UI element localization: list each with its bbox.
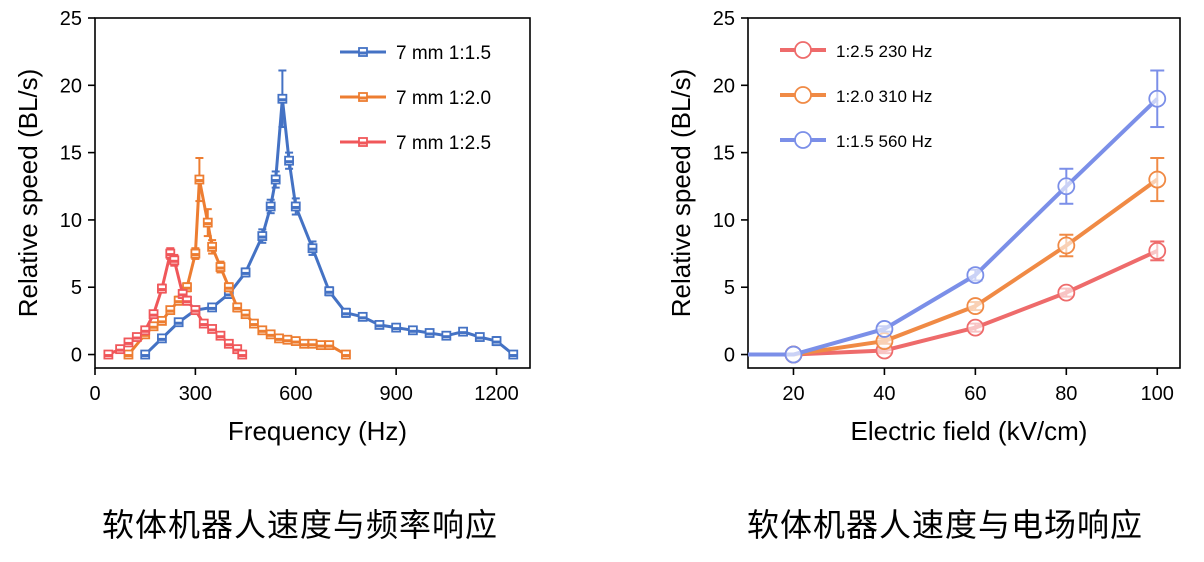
legend-label: 1:1.5 560 Hz — [836, 132, 932, 151]
y-tick-label: 25 — [713, 8, 735, 30]
y-axis-label: Relative speed (BL/s) — [666, 69, 696, 318]
series-1-2-5-230-hz — [748, 240, 1167, 364]
y-tick-label: 10 — [713, 210, 735, 232]
data-point — [1057, 177, 1076, 196]
legend-entry: 1:2.5 230 Hz — [780, 41, 932, 61]
x-tick-label: 60 — [964, 383, 986, 405]
y-tick-label: 5 — [724, 277, 735, 299]
x-tick-label: 80 — [1055, 383, 1077, 405]
legend-entry: 7 mm 1:2.0 — [340, 88, 491, 109]
legend-label: 1:2.0 310 Hz — [836, 87, 932, 106]
series-line — [748, 177, 1159, 357]
y-tick-label: 0 — [71, 345, 82, 367]
legend-entry: 7 mm 1:2.5 — [340, 133, 491, 154]
caption-left: 软体机器人速度与频率响应 — [101, 506, 498, 544]
y-tick-label: 0 — [724, 345, 735, 367]
series-7-mm-1-2-5 — [103, 247, 248, 360]
x-tick-label: 40 — [873, 383, 895, 405]
data-point — [1148, 89, 1167, 108]
legend-marker — [794, 86, 812, 104]
data-point — [966, 266, 985, 285]
x-tick-label: 1200 — [474, 383, 519, 405]
y-tick-label: 5 — [71, 277, 82, 299]
series-7-mm-1-2-0 — [123, 157, 351, 360]
data-point — [784, 345, 803, 364]
chart-frequency: 0 5 10 15 20 25 0 300 600 900 1200 Frequency (Hz) Re… — [13, 8, 531, 446]
plot-frame — [747, 17, 1181, 369]
data-point — [966, 318, 985, 337]
x-tick-label: 100 — [1141, 383, 1174, 405]
legend-marker — [794, 131, 812, 149]
y-tick-label: 10 — [60, 210, 82, 232]
legend-label: 7 mm 1:2.0 — [396, 88, 491, 109]
x-tick-label: 900 — [379, 383, 412, 405]
data-point — [1057, 236, 1076, 255]
y-tick-label: 20 — [713, 75, 735, 97]
y-tick-label: 25 — [60, 8, 82, 30]
legend-entry: 7 mm 1:1.5 — [340, 43, 491, 64]
x-tick-label: 600 — [279, 383, 312, 405]
y-axis-label: Relative speed (BL/s) — [13, 69, 43, 318]
series-1-1-5-560-hz — [748, 69, 1167, 364]
data-point — [1148, 170, 1167, 189]
caption-right: 软体机器人速度与电场响应 — [746, 506, 1143, 544]
legend-entry: 1:1.5 560 Hz — [780, 131, 932, 151]
legend-label: 7 mm 1:1.5 — [396, 43, 491, 64]
x-axis-label: Electric field (kV/cm) — [851, 416, 1088, 446]
x-tick-label: 20 — [782, 383, 804, 405]
y-tick-label: 15 — [60, 143, 82, 165]
chart-electric-field: 0 5 10 15 20 25 20 40 60 80 100 Electric field (kV/… — [666, 8, 1181, 446]
legend-label: 7 mm 1:2.5 — [396, 133, 491, 154]
legend-marker — [794, 41, 812, 59]
series-line — [748, 249, 1159, 357]
series-line — [127, 178, 347, 356]
series-7-mm-1-1-5 — [140, 69, 519, 360]
x-tick-label: 0 — [89, 383, 100, 405]
data-point — [875, 320, 894, 338]
y-tick-label: 15 — [713, 143, 735, 165]
plot-frame — [94, 17, 531, 369]
y-tick-label: 20 — [60, 75, 82, 97]
legend-entry: 1:2.0 310 Hz — [780, 86, 932, 106]
data-point — [1148, 241, 1167, 260]
data-point — [966, 297, 985, 315]
data-point — [1057, 283, 1076, 302]
legend-label: 1:2.5 230 Hz — [836, 42, 932, 61]
x-axis-label: Frequency (Hz) — [228, 416, 407, 446]
x-tick-label: 300 — [179, 383, 212, 405]
